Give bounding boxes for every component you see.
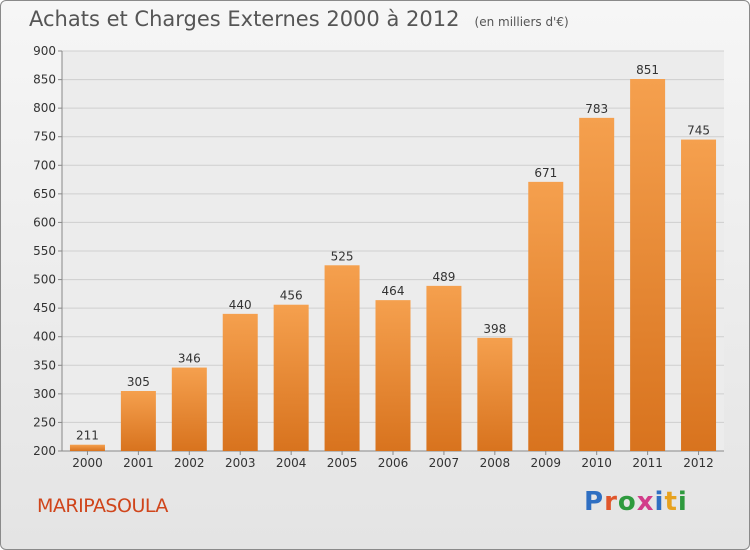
- logo-letter: x: [636, 487, 655, 517]
- bar: [579, 117, 615, 451]
- logo-letter: r: [604, 487, 618, 517]
- y-tick-label: 350: [33, 358, 56, 372]
- y-tick-label: 550: [33, 244, 56, 258]
- bar: [477, 337, 513, 451]
- bar: [630, 79, 666, 451]
- bar-value-label: 440: [229, 298, 252, 312]
- bar-value-label: 745: [687, 124, 710, 138]
- x-tick-label: 2007: [429, 456, 460, 470]
- bar: [222, 313, 258, 451]
- x-tick-label: 2011: [632, 456, 663, 470]
- x-tick-label: 2005: [327, 456, 358, 470]
- x-tick-label: 2003: [225, 456, 256, 470]
- proxiti-logo: Proxiti: [584, 487, 688, 517]
- x-tick-label: 2012: [683, 456, 714, 470]
- bar-value-label: 305: [127, 375, 150, 389]
- x-tick-label: 2000: [72, 456, 103, 470]
- bar: [171, 367, 207, 451]
- bar-value-label: 456: [280, 289, 303, 303]
- title-row: Achats et Charges Externes 2000 à 2012 (…: [29, 7, 569, 31]
- bar-value-label: 783: [585, 102, 608, 116]
- bar: [681, 139, 717, 452]
- y-tick-label: 900: [33, 44, 56, 58]
- bar-value-label: 489: [432, 270, 455, 284]
- bar: [528, 181, 564, 451]
- bar-value-label: 398: [483, 322, 506, 336]
- logo-letter: t: [664, 487, 678, 517]
- logo-letter: o: [617, 487, 637, 517]
- bar: [375, 300, 411, 451]
- bar-value-label: 525: [331, 249, 354, 263]
- y-tick-label: 500: [33, 273, 56, 287]
- bar: [426, 285, 462, 451]
- y-tick-label: 650: [33, 187, 56, 201]
- bar-value-label: 211: [76, 429, 99, 443]
- logo-letter: i: [654, 487, 665, 517]
- y-tick-label: 600: [33, 215, 56, 229]
- logo-letter: i: [677, 487, 688, 517]
- bar-value-label: 851: [636, 63, 659, 77]
- bar-value-label: 346: [178, 352, 201, 366]
- bar: [69, 444, 105, 451]
- bar: [324, 265, 360, 451]
- bar: [120, 391, 156, 451]
- chart-unit-note: (en milliers d'€): [474, 15, 569, 29]
- commune-name: MARIPASOULA: [37, 495, 168, 517]
- bar-value-label: 671: [534, 166, 557, 180]
- y-tick-label: 800: [33, 101, 56, 115]
- chart-title: Achats et Charges Externes 2000 à 2012: [29, 7, 460, 31]
- y-tick-label: 850: [33, 73, 56, 87]
- x-tick-label: 2001: [123, 456, 154, 470]
- x-tick-label: 2009: [530, 456, 561, 470]
- y-tick-label: 450: [33, 301, 56, 315]
- logo-letter: P: [584, 487, 605, 517]
- y-tick-label: 200: [33, 444, 56, 458]
- x-tick-label: 2010: [581, 456, 612, 470]
- y-tick-label: 700: [33, 158, 56, 172]
- x-tick-label: 2008: [480, 456, 511, 470]
- x-tick-label: 2002: [174, 456, 205, 470]
- y-tick-label: 250: [33, 415, 56, 429]
- bar: [273, 304, 309, 451]
- y-tick-label: 400: [33, 330, 56, 344]
- y-tick-label: 300: [33, 387, 56, 401]
- bar-value-label: 464: [382, 284, 405, 298]
- x-tick-label: 2006: [378, 456, 409, 470]
- y-tick-label: 750: [33, 130, 56, 144]
- x-tick-label: 2004: [276, 456, 307, 470]
